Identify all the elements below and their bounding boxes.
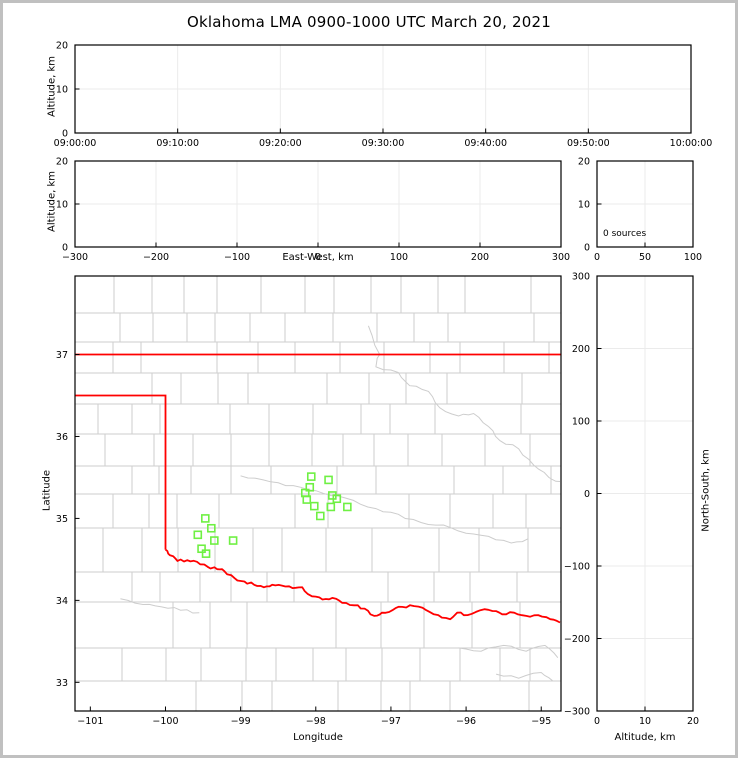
x-tick-label: 09:20:00 (259, 138, 302, 149)
x-tick-label: 09:10:00 (156, 138, 199, 149)
panel-time-height: 09:00:00 09:10:00 09:20:00 09:30:00 09:40:00… (54, 41, 713, 150)
map-layers (75, 276, 561, 711)
y-tick-label: 35 (56, 514, 68, 525)
source-marker (210, 536, 219, 545)
y-tick-label: 10 (56, 85, 68, 96)
x-tick-label: 09:00:00 (54, 138, 97, 149)
y-tick-label: −200 (564, 634, 590, 645)
y-tick-label: 200 (572, 344, 590, 355)
source-marker (201, 514, 210, 523)
y-tick-label: 20 (578, 157, 590, 168)
x-tick-label: 10:00:00 (670, 138, 713, 149)
x-tick-label: −95 (531, 716, 551, 727)
x-tick-label: −101 (77, 716, 103, 727)
y-tick-label: −100 (564, 562, 590, 573)
source-marker (315, 511, 325, 521)
source-markers (193, 472, 352, 558)
x-tick-label: 0 (594, 716, 600, 727)
source-marker (228, 536, 238, 545)
source-marker (305, 482, 315, 492)
source-marker (309, 501, 319, 511)
source-marker (332, 494, 342, 504)
panel-frame (74, 275, 562, 712)
y-tick-label: 0 (584, 489, 590, 500)
x-tick-label: −99 (231, 716, 251, 727)
x-tick-label: −200 (143, 252, 169, 263)
x-tick-label: 300 (552, 252, 570, 263)
x-tick-label: −96 (456, 716, 476, 727)
source-marker (343, 502, 352, 512)
y-tick-label: 37 (56, 350, 68, 361)
x-tick-label: −100 (224, 252, 250, 263)
source-marker (201, 549, 211, 558)
map-xlabel: Longitude (293, 732, 343, 743)
source-marker (197, 544, 206, 554)
river-line (120, 598, 200, 614)
source-marker (193, 530, 203, 540)
source-marker (324, 475, 333, 485)
ns-panel-xlabel: Altitude, km (614, 732, 676, 743)
county-boundaries (75, 276, 561, 711)
x-tick-label: 09:50:00 (567, 138, 610, 149)
x-tick-label: 09:30:00 (362, 138, 405, 149)
y-tick-label: −300 (564, 707, 590, 718)
river-line (240, 475, 528, 544)
x-tick-label: 100 (684, 252, 702, 263)
x-tick-label: 100 (390, 252, 408, 263)
x-tick-label: 20 (687, 716, 699, 727)
sources-count-annotation: 0 sources (603, 229, 647, 239)
river-line (495, 671, 553, 682)
y-tick-label: 0 (62, 129, 68, 140)
time-panel-ylabel: Altitude, km (46, 56, 58, 117)
x-tick-label: 200 (471, 252, 489, 263)
state-border-panhandle (75, 394, 167, 550)
y-tick-label: 10 (56, 200, 68, 211)
ew-panel-xlabel: East-West, km (282, 252, 354, 263)
panel-north-south-height: 0 10 20 −300 −200 −100 0 100 200 300 (564, 272, 699, 728)
y-tick-label: 100 (572, 417, 590, 428)
state-border-red-river (164, 548, 561, 624)
ew-panel-ylabel: Altitude, km (46, 171, 58, 232)
x-tick-label: −300 (62, 252, 88, 263)
x-tick-label: 0 (594, 252, 600, 263)
source-marker (302, 495, 312, 504)
river-line (367, 325, 561, 482)
x-tick-label: 50 (639, 252, 651, 263)
y-tick-label: 20 (56, 41, 68, 52)
source-marker (306, 472, 316, 481)
y-tick-label: 33 (56, 678, 68, 689)
x-tick-label: −97 (381, 716, 401, 727)
panel-source-histogram: 0 50 100 0 10 20 (578, 157, 702, 264)
y-tick-label: 36 (56, 432, 68, 443)
y-tick-label: 20 (56, 157, 68, 168)
y-tick-label: 0 (584, 243, 590, 254)
source-marker (207, 523, 216, 533)
panel-east-west-height: −300 −200 −100 0 100 200 300 0 10 20 (56, 157, 570, 264)
x-tick-label: −98 (306, 716, 326, 727)
x-tick-label: 10 (639, 716, 651, 727)
x-tick-label: 09:40:00 (464, 138, 507, 149)
map-ylabel: Latitude (41, 469, 53, 512)
panel-plan-view-map: −101 −100 −99 −98 −97 −96 −95 33 34 35 36 37 (56, 275, 562, 727)
y-tick-label: 34 (56, 596, 68, 607)
ns-panel-ylabel: North-South, km (700, 449, 712, 532)
y-tick-label: 300 (572, 272, 590, 283)
y-tick-label: 10 (578, 200, 590, 211)
x-tick-label: 0 (315, 252, 321, 263)
x-tick-label: −100 (152, 716, 178, 727)
source-marker (326, 502, 336, 512)
y-tick-label: 0 (62, 243, 68, 254)
river-line (458, 644, 559, 659)
page-title: Oklahoma LMA 0900-1000 UTC March 20, 202… (187, 13, 551, 31)
